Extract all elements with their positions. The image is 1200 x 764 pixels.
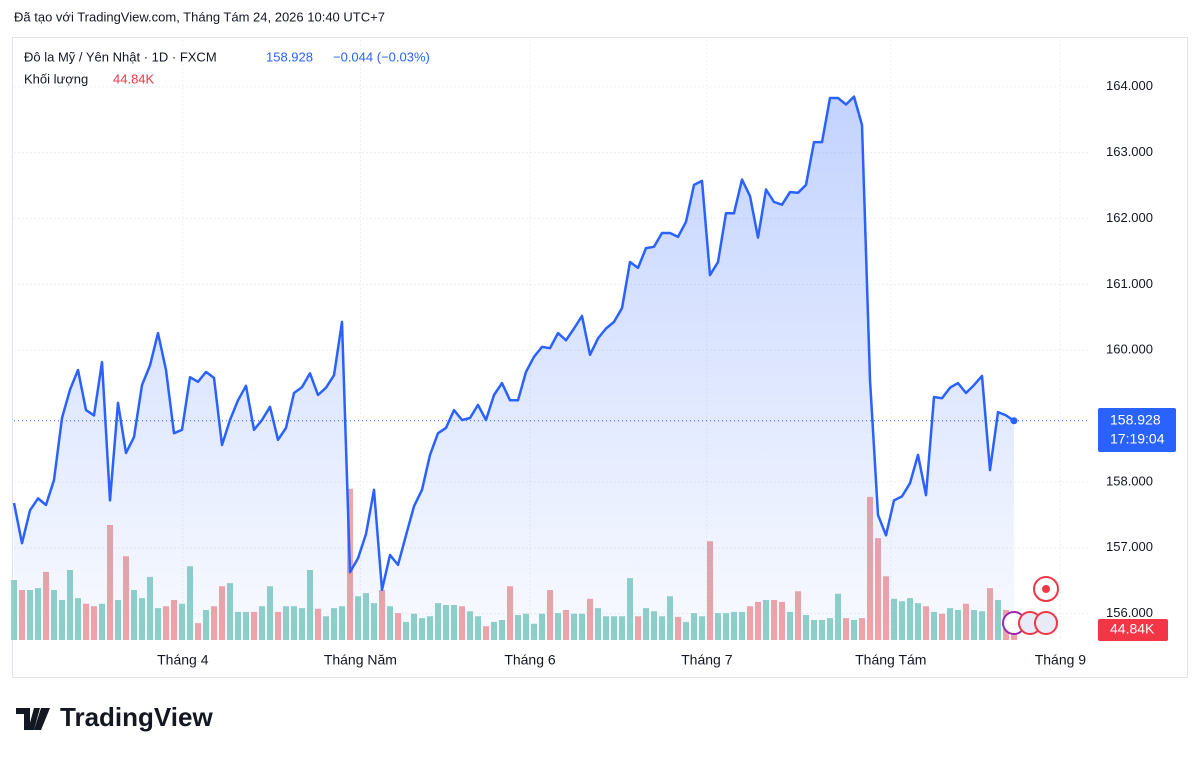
y-tick-label: 164.000 [1106,78,1153,93]
price-tag-time: 17:19:04 [1110,431,1165,447]
y-tick-label: 161.000 [1106,276,1153,291]
y-tick-label: 163.000 [1106,144,1153,159]
last-point [1010,417,1018,425]
price-plot [12,95,1090,641]
x-tick-label: Tháng Tám [855,652,926,668]
volume-value: 44.84K [113,71,155,86]
event-icons[interactable] [1002,576,1059,635]
y-tick-label: 158.000 [1106,473,1153,488]
created-note: Đã tạo với TradingView.com, Tháng Tám 24… [14,9,385,24]
y-tick-label: 160.000 [1106,342,1153,357]
price-change: −0.044 (−0.03%) [333,49,430,64]
x-tick-label: Tháng 6 [504,652,556,668]
y-tick-label: 162.000 [1106,210,1153,225]
price-line [12,95,1015,592]
last-price: 158.928 [266,49,313,64]
x-tick-label: Tháng Năm [324,652,397,668]
x-tick-label: Tháng 9 [1035,652,1087,668]
volume-name: Khối lượng [24,71,88,86]
price-tag [1098,408,1176,452]
area-fill [14,96,1014,641]
volume-tag [1098,619,1168,641]
x-tick-label: Tháng 4 [157,652,209,668]
x-tick-label: Tháng 7 [681,652,733,668]
brand-name: TradingView [60,702,213,732]
axes: 156.000 157.000 158.000 160.000 161.000 162.0… [157,78,1153,668]
price-tag-value: 158.928 [1110,412,1161,428]
symbol-title: Đô la Mỹ / Yên Nhật · 1D · FXCM [24,49,217,64]
y-tick-label: 156.000 [1106,605,1153,620]
y-tick-label: 157.000 [1106,539,1153,554]
frame [12,37,1188,678]
brand-logo [16,708,50,730]
volume-tag-value: 44.84K [1110,621,1155,637]
